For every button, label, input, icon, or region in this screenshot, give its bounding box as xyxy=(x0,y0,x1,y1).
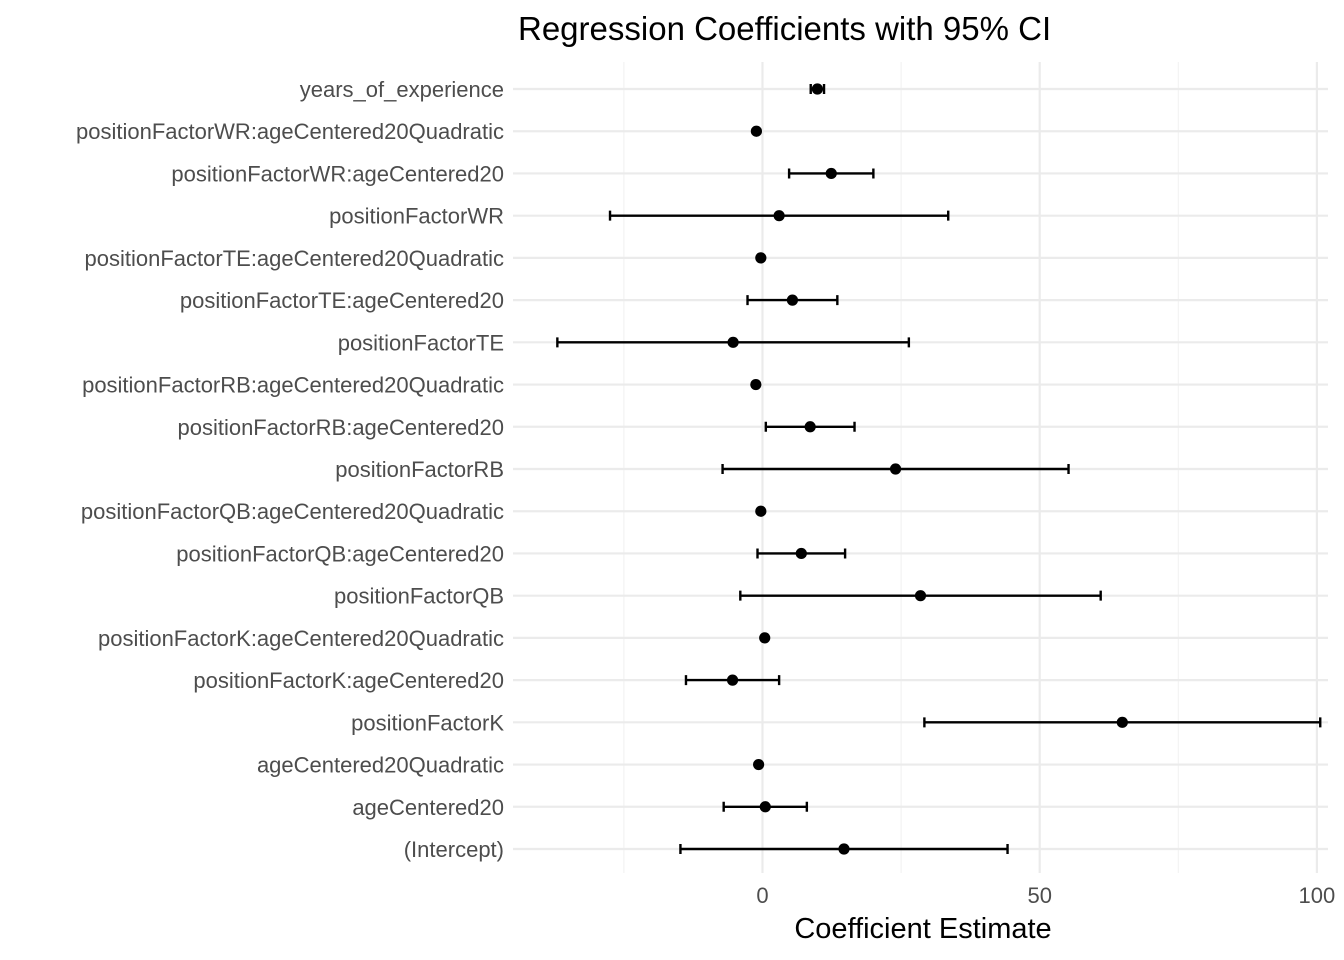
coef-1 xyxy=(722,801,809,813)
coef-18 xyxy=(809,83,826,95)
estimate-point-17 xyxy=(750,125,762,137)
coef-17 xyxy=(750,125,762,137)
coef-9 xyxy=(721,463,1070,475)
estimate-point-11 xyxy=(750,378,762,391)
estimate-point-13 xyxy=(786,294,799,306)
x-tick-label-0: 0 xyxy=(756,883,768,908)
coef-4 xyxy=(684,674,781,686)
y-tick-label-17: positionFactorWR:ageCentered20Quadratic xyxy=(76,119,504,144)
estimate-point-9 xyxy=(889,463,902,475)
coef-3 xyxy=(923,716,1322,728)
estimate-point-5 xyxy=(759,632,771,644)
coef-8 xyxy=(755,505,767,517)
coef-13 xyxy=(746,294,839,306)
y-tick-label-3: positionFactorK xyxy=(351,710,504,735)
y-tick-label-6: positionFactorQB xyxy=(334,584,504,609)
estimate-point-12 xyxy=(727,336,739,348)
estimate-point-1 xyxy=(759,801,771,813)
estimate-point-0 xyxy=(838,843,850,855)
estimate-point-6 xyxy=(914,590,927,602)
y-tick-label-12: positionFactorTE xyxy=(338,330,504,355)
estimate-point-3 xyxy=(1116,716,1128,728)
coef-2 xyxy=(753,758,765,771)
coef-5 xyxy=(759,632,771,644)
estimate-point-18 xyxy=(811,83,823,95)
y-tick-label-4: positionFactorK:ageCentered20 xyxy=(193,668,504,693)
mark-layer xyxy=(556,83,1322,855)
chart-title: Regression Coefficients with 95% CI xyxy=(518,10,1051,47)
estimate-point-8 xyxy=(755,505,767,517)
coef-0 xyxy=(679,843,1009,855)
x-axis-title: Coefficient Estimate xyxy=(794,913,1051,945)
estimate-point-2 xyxy=(753,758,765,771)
coef-6 xyxy=(739,590,1102,602)
y-tick-label-18: years_of_experience xyxy=(300,77,504,102)
coef-7 xyxy=(756,547,847,560)
y-tick-label-14: positionFactorTE:ageCentered20Quadratic xyxy=(85,246,504,271)
coef-11 xyxy=(750,378,762,391)
y-tick-label-15: positionFactorWR xyxy=(329,204,504,229)
coef-15 xyxy=(608,210,950,222)
estimate-point-4 xyxy=(726,674,739,686)
coef-16 xyxy=(787,167,875,180)
estimate-point-7 xyxy=(795,547,807,560)
estimate-point-10 xyxy=(804,421,816,433)
y-tick-label-16: positionFactorWR:ageCentered20 xyxy=(171,161,504,186)
y-tick-label-1: ageCentered20 xyxy=(352,795,504,820)
coef-12 xyxy=(556,336,911,348)
y-tick-label-7: positionFactorQB:ageCentered20 xyxy=(176,541,504,566)
tick-layer: 0 50 100 (Intercept) ageCentered20 ageCentere… xyxy=(76,77,1335,908)
x-tick-label-2: 100 xyxy=(1299,883,1336,908)
grid-layer xyxy=(513,62,1328,873)
y-tick-label-10: positionFactorRB:ageCentered20 xyxy=(177,415,504,440)
y-tick-label-11: positionFactorRB:ageCentered20Quadratic xyxy=(82,373,504,398)
coef-14 xyxy=(755,252,767,264)
x-tick-label-1: 50 xyxy=(1027,883,1051,908)
estimate-point-15 xyxy=(773,210,785,222)
y-tick-label-0: (Intercept) xyxy=(404,837,504,862)
estimate-point-16 xyxy=(825,167,837,180)
y-tick-label-5: positionFactorK:ageCentered20Quadratic xyxy=(98,626,504,651)
y-tick-label-13: positionFactorTE:ageCentered20 xyxy=(180,288,504,313)
y-tick-label-8: positionFactorQB:ageCentered20Quadratic xyxy=(81,499,504,524)
coef-10 xyxy=(764,421,856,433)
y-tick-label-9: positionFactorRB xyxy=(335,457,504,482)
estimate-point-14 xyxy=(755,252,767,264)
y-tick-label-2: ageCentered20Quadratic xyxy=(257,753,504,778)
